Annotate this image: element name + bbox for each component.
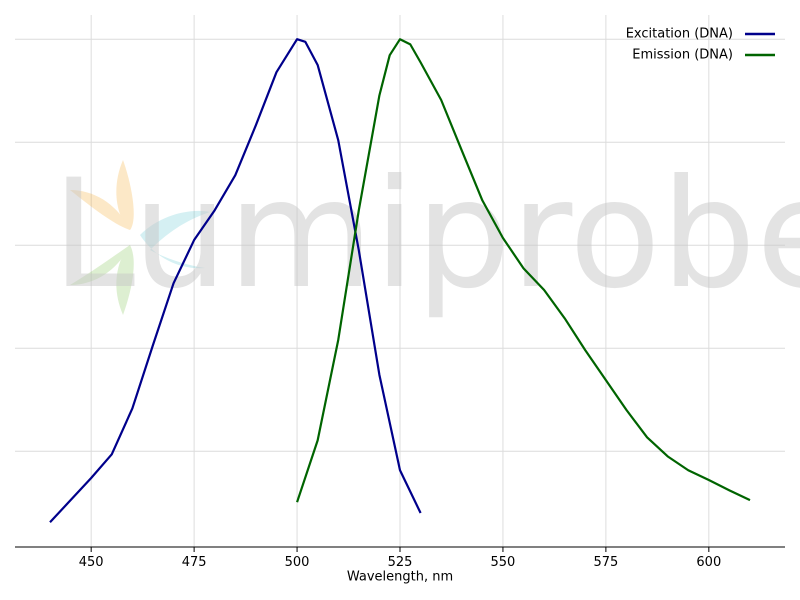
x-tick-label: 475: [182, 555, 207, 570]
x-tick-label: 600: [696, 555, 721, 570]
x-axis-label: Wavelength, nm: [347, 570, 453, 585]
series-line: [296, 38, 751, 503]
legend-label: Emission (DNA): [632, 48, 733, 63]
watermark: Lumiprobe: [52, 148, 800, 322]
watermark-logo: [70, 160, 210, 315]
x-tick-label: 525: [388, 555, 413, 570]
legend-label: Excitation (DNA): [626, 27, 733, 42]
x-tick-label: 575: [593, 555, 618, 570]
x-tick-label: 550: [491, 555, 516, 570]
x-tick-label: 500: [285, 555, 310, 570]
x-tick-label: 450: [79, 555, 104, 570]
